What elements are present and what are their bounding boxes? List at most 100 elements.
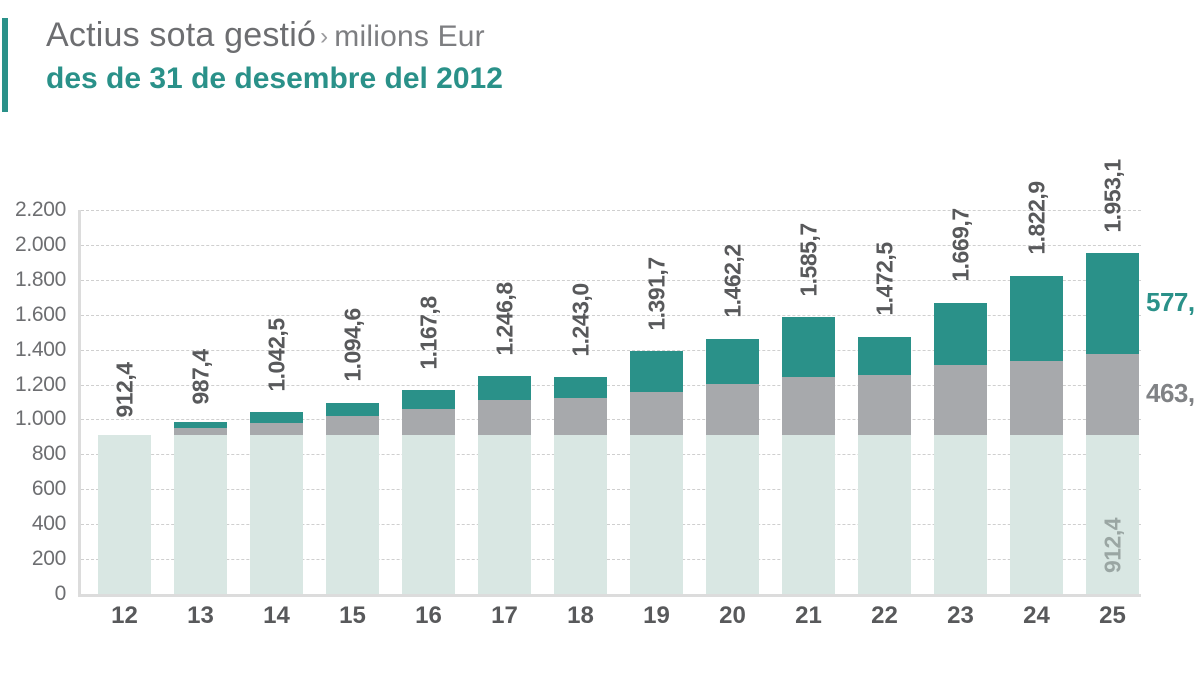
bar-19[interactable] <box>630 351 683 594</box>
y-axis-tick-label: 2.200 <box>15 198 66 222</box>
bar-segment-mid <box>478 400 531 435</box>
bar-segment-top <box>402 390 455 408</box>
bar-value-label: 1.243,0 <box>567 283 594 356</box>
chart-header: Actius sota gestió›milions Eur des de 31… <box>46 14 503 98</box>
bar-segment-mid <box>554 398 607 435</box>
title-sub-text: milions Eur <box>334 20 485 53</box>
bar-segment-base <box>782 435 835 594</box>
bar-segment-top <box>250 412 303 422</box>
gridline <box>81 210 1141 211</box>
bar-21[interactable] <box>782 317 835 594</box>
bar-segment-mid <box>1086 354 1139 435</box>
bar-value-label: 1.391,7 <box>643 257 670 330</box>
bar-segment-top <box>1086 253 1139 354</box>
bar-segment-top <box>554 377 607 398</box>
gridline <box>81 280 1141 281</box>
bar-22[interactable] <box>858 337 911 594</box>
bar-segment-top <box>782 317 835 377</box>
title-main-text: Actius sota gestió <box>46 16 316 54</box>
bar-value-label: 1.472,5 <box>871 243 898 316</box>
bar-value-label: 987,4 <box>187 350 214 405</box>
bar-value-label: 1.462,2 <box>719 245 746 318</box>
x-axis-tick-17: 17 <box>478 602 531 630</box>
bar-inline-value-label: 912,4 <box>1099 518 1126 573</box>
bar-segment-mid <box>934 365 987 435</box>
bar-segment-mid <box>1010 361 1063 434</box>
bar-segment-mid <box>782 377 835 435</box>
bar-13[interactable] <box>174 422 227 594</box>
bar-segment-base <box>98 435 151 594</box>
bar-segment-base <box>478 435 531 594</box>
y-axis-tick-label: 1.200 <box>15 373 66 397</box>
chart-subtitle: des de 31 de desembre del 2012 <box>46 59 503 98</box>
gridline <box>81 245 1141 246</box>
x-axis-tick-15: 15 <box>326 602 379 630</box>
bar-segment-mid <box>326 416 379 434</box>
bar-segment-top <box>1010 276 1063 362</box>
bar-segment-base <box>326 435 379 594</box>
bar-segment-base <box>858 435 911 594</box>
y-axis-tick-label: 2.000 <box>15 233 66 257</box>
bar-value-label: 1.822,9 <box>1023 182 1050 255</box>
x-axis-tick-22: 22 <box>858 602 911 630</box>
y-axis-tick-label: 1.800 <box>15 268 66 292</box>
side-label-mid-segment: 463, <box>1146 378 1195 409</box>
y-axis-tick-label: 400 <box>32 512 66 536</box>
bar-18[interactable] <box>554 377 607 594</box>
bar-segment-top <box>326 403 379 416</box>
bar-value-label: 1.042,5 <box>263 318 290 391</box>
bar-segment-base <box>174 435 227 594</box>
x-axis-tick-19: 19 <box>630 602 683 630</box>
bar-value-label: 1.167,8 <box>415 296 442 369</box>
title-accent-bar <box>2 18 8 112</box>
side-label-top-segment: 577, <box>1146 287 1195 318</box>
bar-14[interactable] <box>250 412 303 594</box>
bar-segment-base <box>1010 435 1063 594</box>
x-axis-tick-16: 16 <box>402 602 455 630</box>
chevron-right-icon: › <box>320 23 328 50</box>
bar-segment-mid <box>174 428 227 435</box>
bar-segment-mid <box>402 409 455 435</box>
bar-segment-top <box>478 376 531 399</box>
bar-segment-mid <box>858 375 911 435</box>
bar-value-label: 1.246,8 <box>491 282 518 355</box>
bar-value-label: 1.585,7 <box>795 223 822 296</box>
bar-12[interactable] <box>98 435 151 594</box>
x-axis-tick-18: 18 <box>554 602 607 630</box>
bar-segment-base <box>250 435 303 594</box>
bar-16[interactable] <box>402 390 455 594</box>
bar-17[interactable] <box>478 376 531 594</box>
bar-value-label: 1.953,1 <box>1099 159 1126 232</box>
y-axis-tick-label: 1.000 <box>15 407 66 431</box>
bar-segment-top <box>858 337 911 375</box>
bar-value-label: 912,4 <box>111 363 138 418</box>
x-axis-tick-21: 21 <box>782 602 835 630</box>
x-axis-tick-25: 25 <box>1086 602 1139 630</box>
bar-segment-base <box>402 435 455 594</box>
x-axis-tick-14: 14 <box>250 602 303 630</box>
bar-segment-mid <box>630 392 683 435</box>
bar-value-label: 1.094,6 <box>339 309 366 382</box>
bar-15[interactable] <box>326 403 379 594</box>
y-axis-tick-label: 200 <box>32 547 66 571</box>
bar-segment-base <box>630 435 683 594</box>
bar-chart: 2.200 2.000 1.800 1.600 1.400 1.200 1.000 800 60… <box>0 170 1200 675</box>
x-axis-tick-23: 23 <box>934 602 987 630</box>
bar-segment-top <box>706 339 759 384</box>
bar-segment-top <box>934 303 987 365</box>
bar-segment-base <box>706 435 759 594</box>
bar-23[interactable] <box>934 303 987 594</box>
y-axis-tick-label: 1.600 <box>15 303 66 327</box>
bar-segment-base <box>554 435 607 594</box>
bar-value-label: 1.669,7 <box>947 208 974 281</box>
bar-segment-mid <box>250 423 303 435</box>
x-axis-tick-20: 20 <box>706 602 759 630</box>
bar-segment-mid <box>706 384 759 435</box>
bar-20[interactable] <box>706 339 759 594</box>
y-axis-tick-label: 600 <box>32 477 66 501</box>
x-axis-tick-13: 13 <box>174 602 227 630</box>
y-axis-tick-label: 800 <box>32 442 66 466</box>
bar-segment-top <box>630 351 683 392</box>
bar-24[interactable] <box>1010 276 1063 594</box>
y-axis-tick-label: 1.400 <box>15 338 66 362</box>
